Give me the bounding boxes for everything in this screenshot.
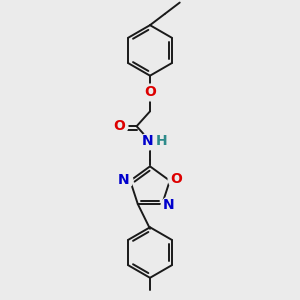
Text: O: O xyxy=(113,119,125,133)
Text: O: O xyxy=(170,172,182,186)
Text: H: H xyxy=(155,134,167,148)
Text: N: N xyxy=(163,198,175,212)
Text: N: N xyxy=(142,134,153,148)
Text: N: N xyxy=(118,173,130,187)
Text: O: O xyxy=(144,85,156,99)
